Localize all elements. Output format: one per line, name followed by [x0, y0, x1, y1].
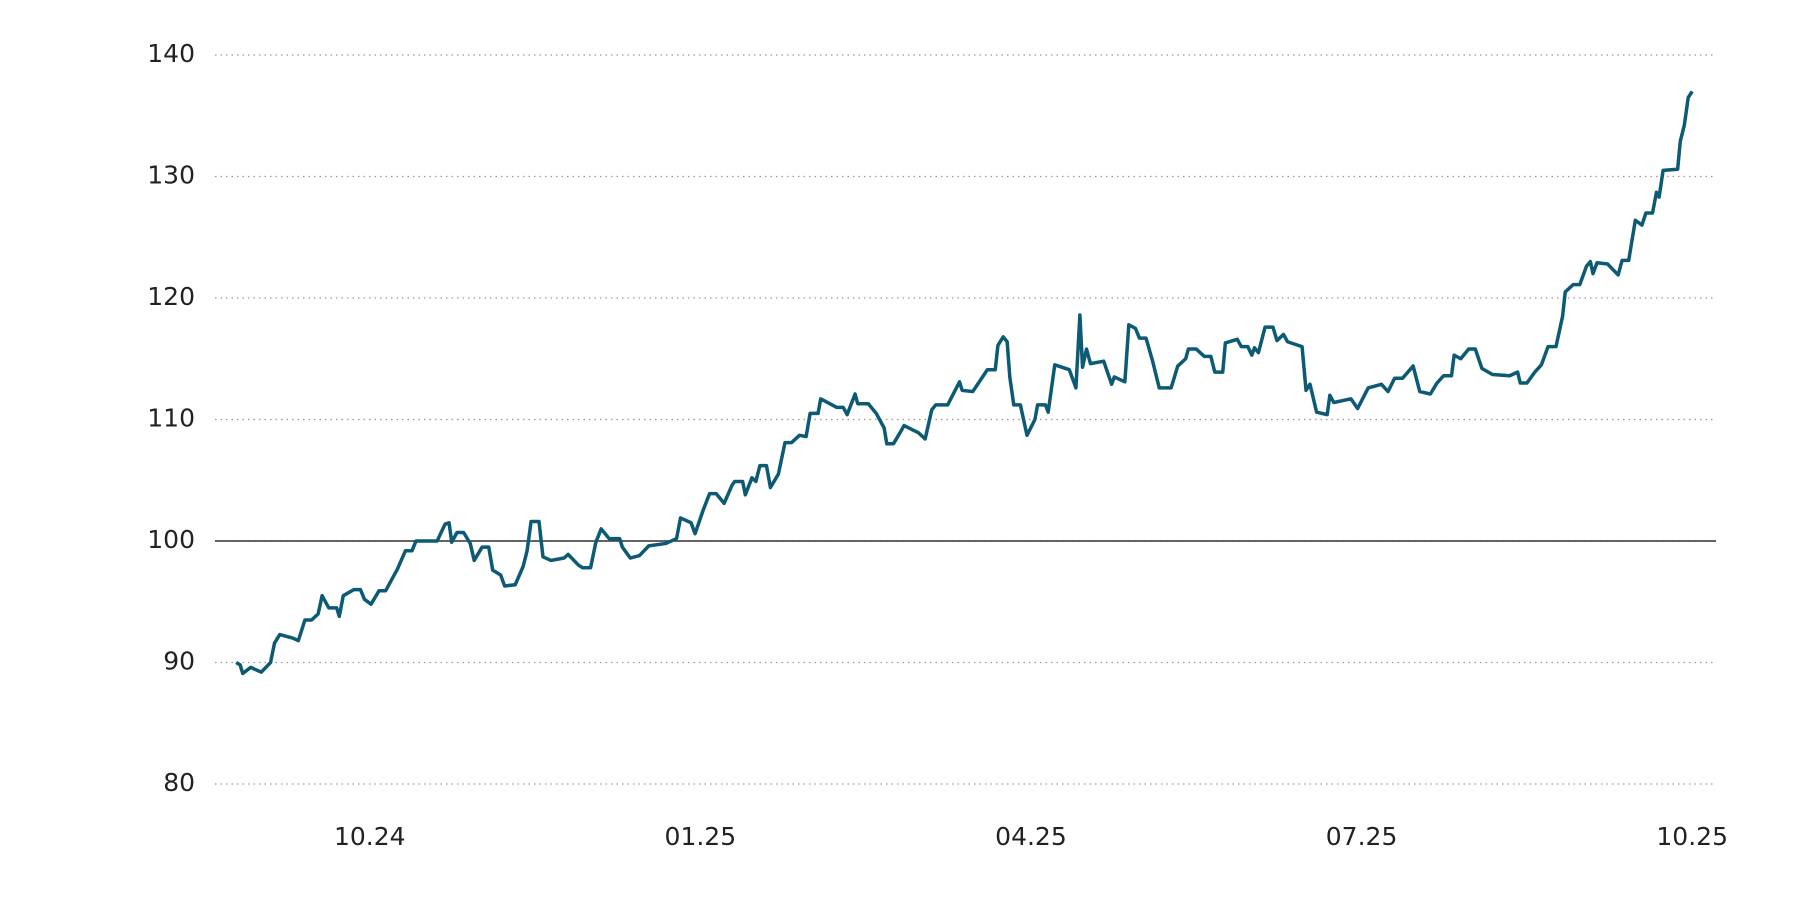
x-tick-label: 07.25 [1326, 822, 1398, 851]
x-tick-label: 10.24 [334, 822, 406, 851]
x-tick-label: 01.25 [665, 822, 737, 851]
y-tick-label: 80 [163, 768, 195, 797]
x-tick-label: 04.25 [995, 822, 1067, 851]
y-tick-label: 120 [147, 282, 195, 311]
x-tick-label: 10.25 [1656, 822, 1728, 851]
y-tick-label: 90 [163, 647, 195, 676]
y-tick-label: 110 [147, 404, 195, 433]
y-tick-label: 100 [147, 525, 195, 554]
data-line [235, 90, 1694, 676]
y-tick-label: 140 [147, 39, 195, 68]
y-tick-label: 130 [147, 161, 195, 190]
